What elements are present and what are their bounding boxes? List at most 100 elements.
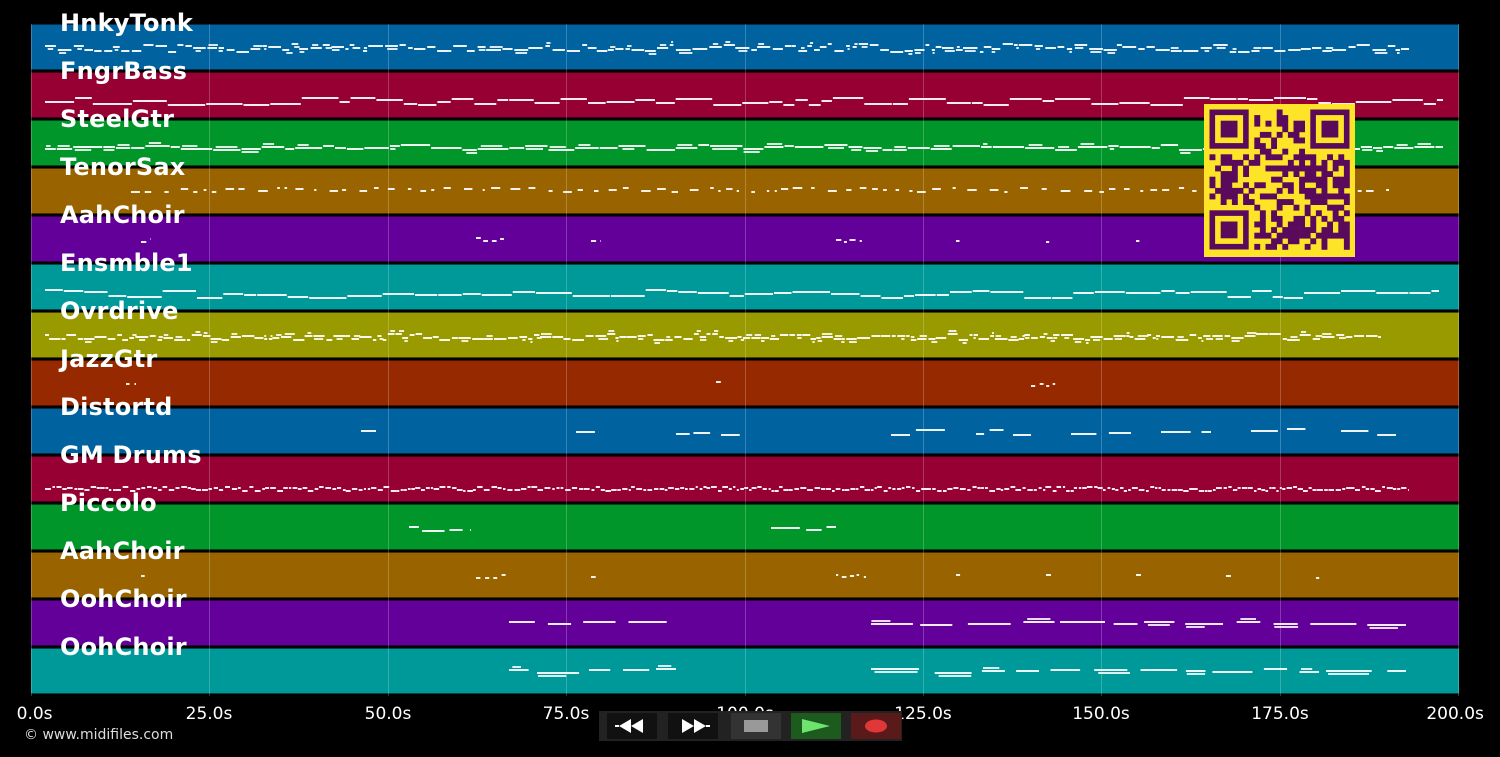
note xyxy=(395,333,402,335)
note xyxy=(1024,337,1030,339)
note xyxy=(1189,488,1195,490)
note xyxy=(206,103,243,105)
note xyxy=(1146,490,1149,492)
track-name-label: OohChoir xyxy=(60,633,187,661)
note xyxy=(309,297,347,299)
note xyxy=(1013,44,1018,46)
track-lane[interactable]: AahChoir xyxy=(31,537,1459,598)
track-lane[interactable]: Distortd xyxy=(31,393,1459,454)
note xyxy=(1251,50,1260,52)
note xyxy=(116,489,121,491)
note xyxy=(860,486,865,488)
note xyxy=(1099,191,1104,193)
track-lane[interactable]: Ovrdrive xyxy=(31,297,1459,358)
rewind-button[interactable] xyxy=(607,713,657,739)
note xyxy=(835,335,843,337)
note xyxy=(1167,489,1171,491)
note xyxy=(771,335,776,337)
note xyxy=(167,104,206,106)
note xyxy=(501,574,506,576)
note xyxy=(1370,488,1375,490)
track-lane[interactable]: GM Drums xyxy=(31,441,1459,502)
note xyxy=(1046,574,1051,576)
stop-button[interactable] xyxy=(731,713,781,739)
note xyxy=(1031,337,1038,339)
track-lane[interactable]: OohChoir xyxy=(31,633,1459,694)
note xyxy=(519,336,528,338)
track-lane[interactable]: OohChoir xyxy=(31,585,1459,646)
note xyxy=(1125,292,1161,294)
note xyxy=(208,44,218,46)
track-lane[interactable]: JazzGtr xyxy=(31,345,1459,406)
note xyxy=(421,489,425,491)
note xyxy=(84,489,90,491)
note xyxy=(132,100,167,102)
fast-forward-button[interactable] xyxy=(668,713,718,739)
note xyxy=(842,489,845,491)
note xyxy=(1004,191,1008,193)
note xyxy=(1318,102,1331,104)
note xyxy=(49,338,61,340)
note xyxy=(622,488,628,490)
note xyxy=(599,147,618,149)
track-lane[interactable]: Piccolo xyxy=(31,489,1459,550)
track-lane[interactable]: HnkyTonk xyxy=(31,9,1459,70)
note xyxy=(218,47,224,49)
note xyxy=(399,330,405,332)
note xyxy=(622,148,635,150)
note xyxy=(1195,488,1198,490)
note xyxy=(1045,47,1056,49)
note xyxy=(792,291,830,293)
note xyxy=(1262,47,1273,49)
note xyxy=(1396,144,1408,146)
note xyxy=(1247,332,1257,334)
note xyxy=(736,190,739,192)
note xyxy=(1091,103,1119,105)
note xyxy=(403,103,418,105)
note xyxy=(1018,44,1033,46)
note xyxy=(567,50,580,52)
play-button[interactable] xyxy=(791,713,841,739)
note xyxy=(1356,44,1370,46)
note xyxy=(352,47,356,49)
note xyxy=(349,44,355,46)
note xyxy=(846,45,850,47)
note xyxy=(836,239,842,241)
track-lane[interactable]: Ensmble1 xyxy=(31,249,1459,310)
note xyxy=(1383,146,1394,148)
note xyxy=(1377,434,1396,436)
note xyxy=(1126,335,1130,337)
note xyxy=(371,487,377,489)
note xyxy=(1297,488,1303,490)
note xyxy=(122,486,129,488)
note xyxy=(418,104,437,106)
note xyxy=(917,191,926,193)
note xyxy=(565,489,571,491)
note xyxy=(631,49,645,51)
note xyxy=(864,103,892,105)
note xyxy=(383,486,390,488)
note xyxy=(202,489,208,491)
note xyxy=(1179,149,1202,151)
note xyxy=(52,486,55,488)
note xyxy=(1119,102,1150,104)
note xyxy=(1232,48,1237,50)
note xyxy=(1090,51,1102,53)
note xyxy=(1109,148,1115,150)
note xyxy=(147,486,152,488)
note xyxy=(1263,668,1288,670)
note xyxy=(1310,623,1357,625)
note xyxy=(946,102,971,104)
note xyxy=(859,240,862,242)
note xyxy=(626,336,637,338)
note xyxy=(1090,336,1103,338)
note xyxy=(451,337,458,339)
note xyxy=(329,190,338,192)
note xyxy=(1272,487,1276,489)
note xyxy=(1376,150,1383,152)
note xyxy=(671,41,674,43)
note xyxy=(600,489,605,491)
note xyxy=(108,295,127,297)
record-button[interactable] xyxy=(851,713,901,739)
note xyxy=(736,489,739,491)
